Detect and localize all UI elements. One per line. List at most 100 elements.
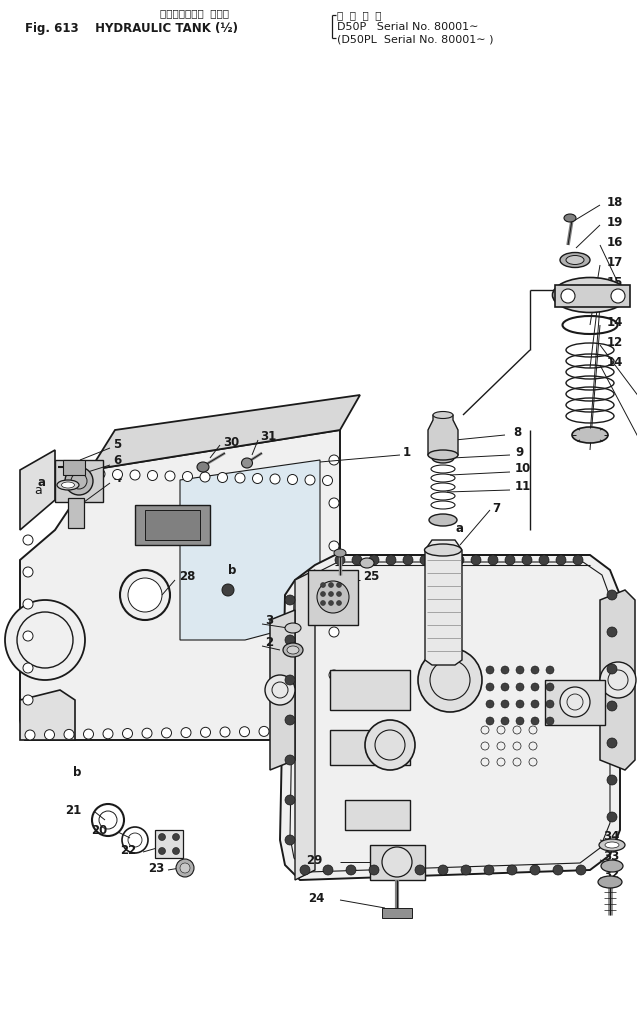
Bar	[555, 285, 630, 307]
Ellipse shape	[552, 278, 627, 312]
Polygon shape	[20, 430, 340, 740]
Circle shape	[516, 700, 524, 708]
Ellipse shape	[564, 214, 576, 222]
Circle shape	[83, 729, 94, 739]
Ellipse shape	[560, 252, 590, 267]
Polygon shape	[20, 690, 75, 740]
Circle shape	[320, 583, 326, 588]
Text: a: a	[456, 522, 464, 535]
Text: 29: 29	[306, 853, 322, 866]
Text: 25: 25	[363, 570, 380, 583]
Circle shape	[23, 535, 33, 545]
Text: 14: 14	[607, 356, 624, 368]
Text: 12: 12	[607, 336, 623, 349]
Circle shape	[103, 729, 113, 738]
Circle shape	[305, 475, 315, 485]
Text: 1: 1	[403, 445, 411, 459]
Text: a: a	[34, 483, 42, 496]
Circle shape	[611, 289, 625, 303]
Bar	[55, 460, 103, 502]
Circle shape	[285, 675, 295, 685]
Bar	[330, 670, 410, 710]
Circle shape	[607, 664, 617, 674]
Polygon shape	[600, 590, 635, 770]
Text: 2: 2	[265, 637, 273, 650]
Circle shape	[17, 612, 73, 668]
Circle shape	[546, 683, 554, 691]
Text: 7: 7	[492, 501, 500, 515]
Ellipse shape	[241, 458, 252, 468]
Circle shape	[336, 592, 341, 597]
Circle shape	[23, 567, 33, 577]
Circle shape	[272, 682, 288, 698]
Polygon shape	[428, 415, 458, 455]
Circle shape	[285, 595, 295, 605]
Polygon shape	[145, 510, 200, 540]
Circle shape	[252, 474, 262, 483]
Circle shape	[128, 578, 162, 612]
Polygon shape	[295, 570, 315, 880]
Circle shape	[530, 865, 540, 875]
Circle shape	[165, 471, 175, 481]
Circle shape	[573, 555, 583, 565]
Ellipse shape	[566, 255, 584, 264]
Ellipse shape	[599, 839, 625, 851]
Circle shape	[454, 555, 464, 565]
Circle shape	[71, 473, 87, 489]
Circle shape	[516, 717, 524, 725]
Circle shape	[285, 635, 295, 645]
Circle shape	[486, 717, 494, 725]
Bar	[382, 908, 412, 918]
Circle shape	[23, 631, 33, 641]
Circle shape	[392, 865, 402, 875]
Circle shape	[329, 600, 334, 605]
Circle shape	[220, 727, 230, 737]
Circle shape	[516, 683, 524, 691]
Circle shape	[120, 570, 170, 620]
Circle shape	[607, 738, 617, 747]
Circle shape	[471, 555, 481, 565]
Circle shape	[336, 583, 341, 588]
Circle shape	[270, 474, 280, 484]
Circle shape	[560, 687, 590, 717]
Circle shape	[285, 835, 295, 845]
Text: (D50PL  Serial No. 80001∼ ): (D50PL Serial No. 80001∼ )	[337, 34, 494, 44]
Circle shape	[240, 727, 250, 736]
Circle shape	[531, 717, 539, 725]
Circle shape	[173, 847, 180, 854]
Circle shape	[329, 583, 334, 588]
Circle shape	[159, 834, 166, 840]
Circle shape	[386, 555, 396, 565]
Circle shape	[403, 555, 413, 565]
Ellipse shape	[62, 482, 75, 488]
Circle shape	[95, 469, 105, 479]
Circle shape	[287, 475, 297, 484]
Ellipse shape	[197, 462, 209, 472]
Circle shape	[45, 730, 55, 739]
Circle shape	[501, 683, 509, 691]
Ellipse shape	[572, 427, 608, 443]
Ellipse shape	[429, 514, 457, 526]
Circle shape	[556, 555, 566, 565]
Circle shape	[23, 663, 33, 673]
Circle shape	[486, 666, 494, 674]
Circle shape	[346, 865, 356, 875]
Polygon shape	[90, 395, 360, 470]
Circle shape	[507, 865, 517, 875]
Polygon shape	[425, 540, 462, 665]
Text: 13: 13	[607, 296, 623, 308]
Ellipse shape	[287, 646, 299, 654]
Circle shape	[300, 865, 310, 875]
Text: 33: 33	[603, 850, 619, 863]
Circle shape	[181, 727, 191, 737]
Circle shape	[608, 670, 628, 690]
Circle shape	[546, 717, 554, 725]
Circle shape	[113, 470, 122, 479]
Text: 17: 17	[607, 255, 623, 268]
Text: 3: 3	[265, 614, 273, 627]
Text: 20: 20	[91, 824, 107, 837]
Text: 16: 16	[607, 236, 624, 248]
Circle shape	[352, 555, 362, 565]
Circle shape	[420, 555, 430, 565]
Text: 8: 8	[513, 425, 521, 438]
